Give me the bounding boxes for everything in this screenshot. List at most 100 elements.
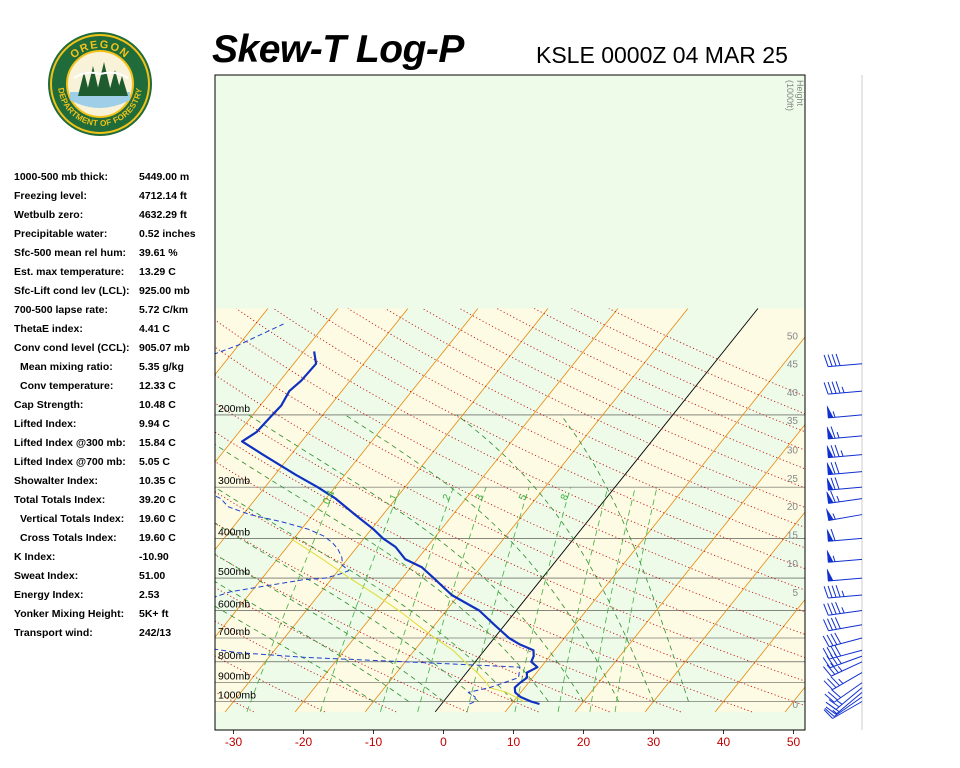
wind-barb-icon	[824, 682, 863, 703]
index-value: 15.84 C	[139, 437, 176, 449]
wind-barb-icon	[824, 696, 863, 717]
thermo-grid	[215, 308, 805, 713]
plot-frame	[214, 74, 806, 731]
temperature-tick-label: 40	[717, 735, 731, 749]
stability-indices-panel: 1000-500 mb thick: 5449.00 m Freezing leve…	[14, 168, 214, 643]
mixing-ratio-label: 8	[559, 492, 572, 502]
index-row: Energy Index: 2.53	[14, 586, 214, 605]
index-row: Wetbulb zero: 4632.29 ft	[14, 206, 214, 225]
pressure-tick-label: 400mb	[218, 526, 250, 538]
index-value: 10.48 C	[139, 399, 176, 411]
index-row: Mean mixing ratio: 5.35 g/kg	[14, 358, 214, 377]
wind-barb-icon	[822, 644, 863, 660]
pressure-tick-label: 600mb	[218, 599, 250, 611]
temperature-tick-label: 20	[577, 735, 591, 749]
pressure-tick-label: 700mb	[218, 626, 250, 638]
index-label: Total Totals Index:	[14, 494, 106, 506]
index-value: 4.41 C	[139, 323, 170, 335]
temperature-tick-label: 10	[507, 735, 521, 749]
temperature-tick-label: 0	[440, 735, 447, 749]
index-row: ThetaE index: 4.41 C	[14, 320, 214, 339]
index-value: 39.20 C	[139, 494, 176, 506]
wind-barb-icon	[826, 528, 863, 542]
index-value: 13.29 C	[139, 266, 176, 278]
index-row: 700-500 lapse rate: 5.72 C/km	[14, 301, 214, 320]
index-value: 925.00 mb	[139, 285, 190, 297]
index-label: Energy Index:	[14, 589, 84, 601]
wind-barb-icon	[826, 568, 863, 582]
index-value: 5K+ ft	[139, 608, 169, 620]
temperature-tick-label: 30	[647, 735, 661, 749]
height-tick-label: 25	[787, 474, 799, 485]
index-row: Showalter Index: 10.35 C	[14, 472, 214, 491]
height-tick-label: 20	[787, 502, 799, 513]
pressure-tick-label: 900mb	[218, 671, 250, 683]
index-value: 4712.14 ft	[139, 190, 187, 202]
index-value: 39.61 %	[139, 247, 178, 259]
index-row: Sfc-Lift cond lev (LCL): 925.00 mb	[14, 282, 214, 301]
index-row: Cap Strength: 10.48 C	[14, 396, 214, 415]
pressure-tick-label: 500mb	[218, 566, 250, 578]
wind-barb-icon	[826, 444, 863, 459]
wind-barb-icon	[826, 490, 863, 504]
mixing-ratio-label: 2	[441, 492, 454, 502]
wind-barb-icon	[826, 461, 863, 476]
wind-barb-icon	[823, 617, 863, 632]
height-axis-label: Height(1000ft)	[785, 80, 805, 111]
index-row: Lifted Index @300 mb: 15.84 C	[14, 434, 214, 453]
wind-barb-icon	[826, 508, 863, 521]
index-row: Cross Totals Index: 19.60 C	[14, 529, 214, 548]
height-tick-label: 45	[787, 360, 799, 371]
index-value: 10.35 C	[139, 475, 176, 487]
wind-barb-icon	[823, 661, 863, 677]
temperature-tick-label: -10	[365, 735, 383, 749]
index-label: Vertical Totals Index:	[20, 513, 125, 525]
index-row: Precipitable water: 0.52 inches	[14, 225, 214, 244]
axis-labels: 200mb 300mb 400mb 500mb 600mb 700mb 800mb 900mb…	[218, 80, 805, 749]
height-tick-label: 15	[787, 531, 799, 542]
index-label: Sfc-500 mean rel hum:	[14, 247, 127, 259]
index-label: 1000-500 mb thick:	[14, 171, 108, 183]
wind-barb-icon	[826, 477, 863, 491]
index-value: 19.60 C	[139, 513, 176, 525]
index-value: 5.35 g/kg	[139, 361, 184, 373]
dewpoint-line	[215, 323, 521, 705]
mixing-ratio-label: 5	[517, 492, 530, 502]
index-value: 4632.29 ft	[139, 209, 187, 221]
wind-barb-icon	[823, 672, 863, 690]
index-value: 0.52 inches	[139, 228, 196, 240]
index-label: 700-500 lapse rate:	[14, 304, 108, 316]
parcel-trace-line	[290, 537, 525, 702]
index-label: Lifted Index @300 mb:	[14, 437, 126, 449]
chart-title: Skew-T Log-P	[212, 28, 464, 71]
index-value: 12.33 C	[139, 380, 176, 392]
height-tick-label: 50	[787, 331, 799, 342]
wind-barb-icon	[823, 353, 863, 368]
index-label: Sweat Index:	[14, 570, 79, 582]
index-value: 2.53	[139, 589, 160, 601]
index-label: ThetaE index:	[14, 323, 83, 335]
temperature-tick-label: -30	[225, 735, 243, 749]
pressure-tick-label: 800mb	[218, 650, 250, 662]
height-tick-label: 10	[787, 559, 799, 570]
wind-barb-icon	[826, 426, 863, 440]
index-value: 51.00	[139, 570, 166, 582]
index-row: Total Totals Index: 39.20 C	[14, 491, 214, 510]
height-tick-label: 30	[787, 446, 799, 457]
height-tick-label: 5	[792, 588, 798, 599]
temperature-tick-label: -20	[295, 735, 313, 749]
sounding-series	[215, 323, 540, 706]
index-label: K Index:	[14, 551, 56, 563]
index-value: 5.72 C/km	[139, 304, 189, 316]
index-label: Showalter Index:	[14, 475, 99, 487]
index-row: Est. max temperature: 13.29 C	[14, 263, 214, 282]
index-row: Conv temperature: 12.33 C	[14, 377, 214, 396]
index-label: Est. max temperature:	[14, 266, 125, 278]
index-label: Wetbulb zero:	[14, 209, 84, 221]
height-axis-label-line: Height	[795, 80, 805, 107]
index-row: Lifted Index: 9.94 C	[14, 415, 214, 434]
index-value: 905.07 mb	[139, 342, 190, 354]
wind-barb-icon	[823, 701, 863, 719]
